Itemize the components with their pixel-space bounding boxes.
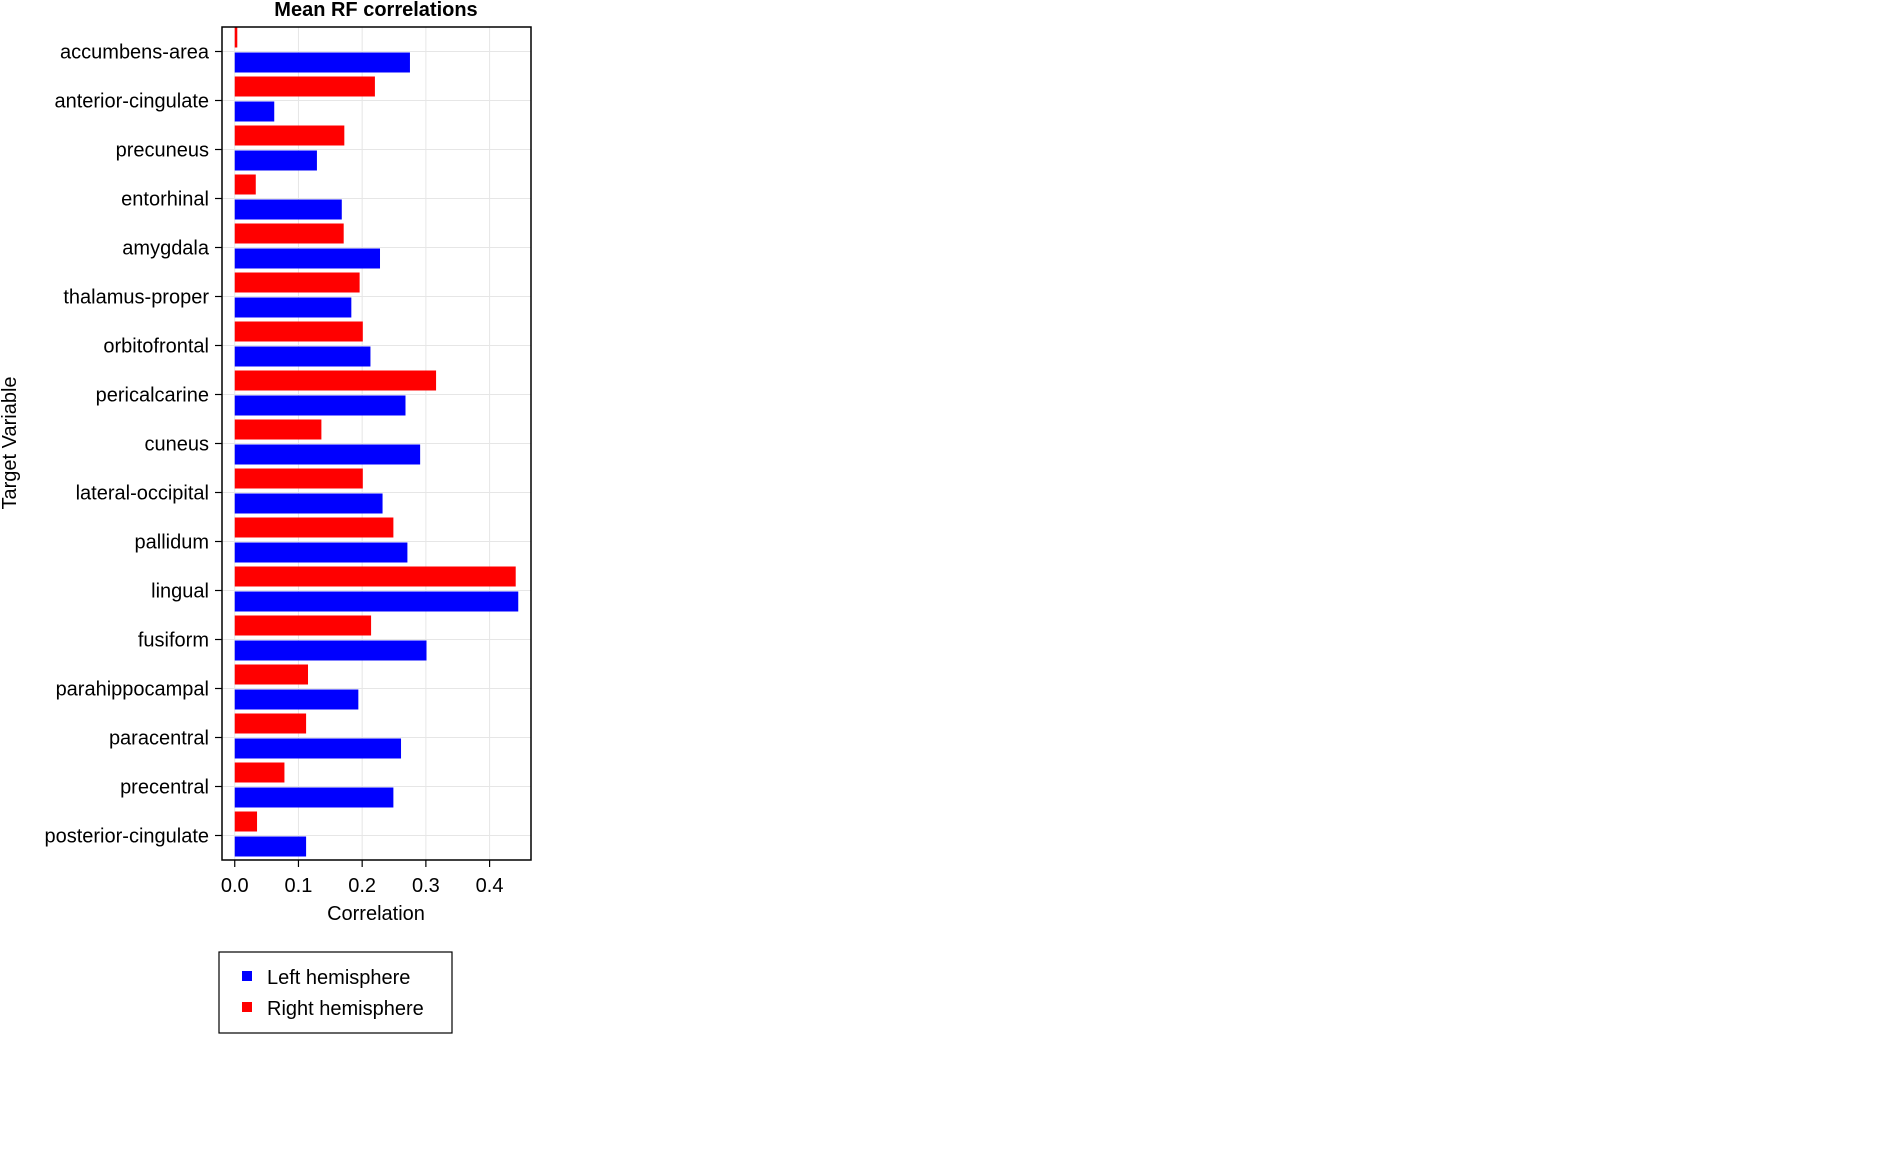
y-axis: accumbens-area anterior-cingulate precuneu…	[44, 42, 222, 848]
bar-left-hemisphere	[234, 248, 381, 269]
bar-right-hemisphere	[234, 713, 307, 734]
legend-label-right: Right hemisphere	[267, 998, 424, 1020]
y-tick-label: pericalcarine	[96, 385, 209, 407]
bar-right-hemisphere	[234, 615, 372, 636]
bar-right-hemisphere	[234, 664, 309, 685]
y-tick-label: precuneus	[116, 140, 209, 162]
bar-right-hemisphere	[234, 370, 437, 391]
bar-left-hemisphere	[234, 101, 275, 122]
bar-left-hemisphere	[234, 738, 402, 759]
x-axis-title: Correlation	[327, 903, 425, 925]
bar-right-hemisphere	[234, 27, 238, 48]
bar-right-hemisphere	[234, 76, 375, 97]
x-tick-label: 0.1	[285, 875, 313, 897]
x-tick-label: 0.0	[221, 875, 249, 897]
y-tick-label: thalamus-proper	[63, 287, 209, 309]
y-axis-title: Target Variable	[0, 376, 21, 509]
bar-right-hemisphere	[234, 419, 322, 440]
y-tick-label: orbitofrontal	[103, 336, 209, 358]
bar-left-hemisphere	[234, 787, 394, 808]
y-tick-label: amygdala	[122, 238, 210, 260]
bar-right-hemisphere	[234, 272, 360, 293]
x-tick-label: 0.3	[412, 875, 440, 897]
y-tick-label: entorhinal	[121, 189, 209, 211]
y-tick-label: precentral	[120, 777, 209, 799]
x-tick-label: 0.4	[476, 875, 504, 897]
y-tick-label: anterior-cingulate	[54, 91, 209, 113]
bar-right-hemisphere	[234, 174, 256, 195]
legend-label-left: Left hemisphere	[267, 967, 410, 989]
bar-left-hemisphere	[234, 297, 352, 318]
bar-left-hemisphere	[234, 836, 307, 857]
bar-right-hemisphere	[234, 517, 394, 538]
y-tick-label: lateral-occipital	[76, 483, 209, 505]
y-tick-label: parahippocampal	[56, 679, 209, 701]
bar-left-hemisphere	[234, 395, 406, 416]
bar-left-hemisphere	[234, 591, 519, 612]
x-axis: 0.0 0.1 0.2 0.3 0.4	[221, 860, 504, 897]
bar-right-hemisphere	[234, 468, 363, 489]
bars-group	[234, 27, 519, 857]
bar-right-hemisphere	[234, 762, 285, 783]
bar-left-hemisphere	[234, 346, 371, 367]
bar-left-hemisphere	[234, 542, 408, 563]
bar-left-hemisphere	[234, 150, 317, 171]
grid-lines	[222, 27, 531, 860]
y-tick-label: fusiform	[138, 630, 209, 652]
bar-right-hemisphere	[234, 223, 344, 244]
chart-title: Mean RF correlations	[274, 0, 477, 21]
bar-right-hemisphere	[234, 125, 345, 146]
bar-right-hemisphere	[234, 566, 516, 587]
bar-left-hemisphere	[234, 493, 383, 514]
y-tick-label: lingual	[151, 581, 209, 603]
bar-left-hemisphere	[234, 640, 427, 661]
y-tick-label: paracentral	[109, 728, 209, 750]
legend-swatch-left	[242, 971, 252, 981]
y-tick-label: pallidum	[135, 532, 209, 554]
y-tick-label: accumbens-area	[60, 42, 210, 64]
bar-right-hemisphere	[234, 321, 363, 342]
x-tick-label: 0.2	[348, 875, 376, 897]
legend-swatch-right	[242, 1002, 252, 1012]
bar-left-hemisphere	[234, 444, 421, 465]
legend-box	[218, 951, 453, 1034]
y-tick-label: cuneus	[145, 434, 210, 456]
bar-right-hemisphere	[234, 811, 258, 832]
bar-left-hemisphere	[234, 52, 410, 73]
legend: Left hemisphere Right hemisphere	[218, 951, 453, 1034]
y-tick-label: posterior-cingulate	[44, 826, 209, 848]
bar-left-hemisphere	[234, 199, 342, 220]
bar-left-hemisphere	[234, 689, 359, 710]
